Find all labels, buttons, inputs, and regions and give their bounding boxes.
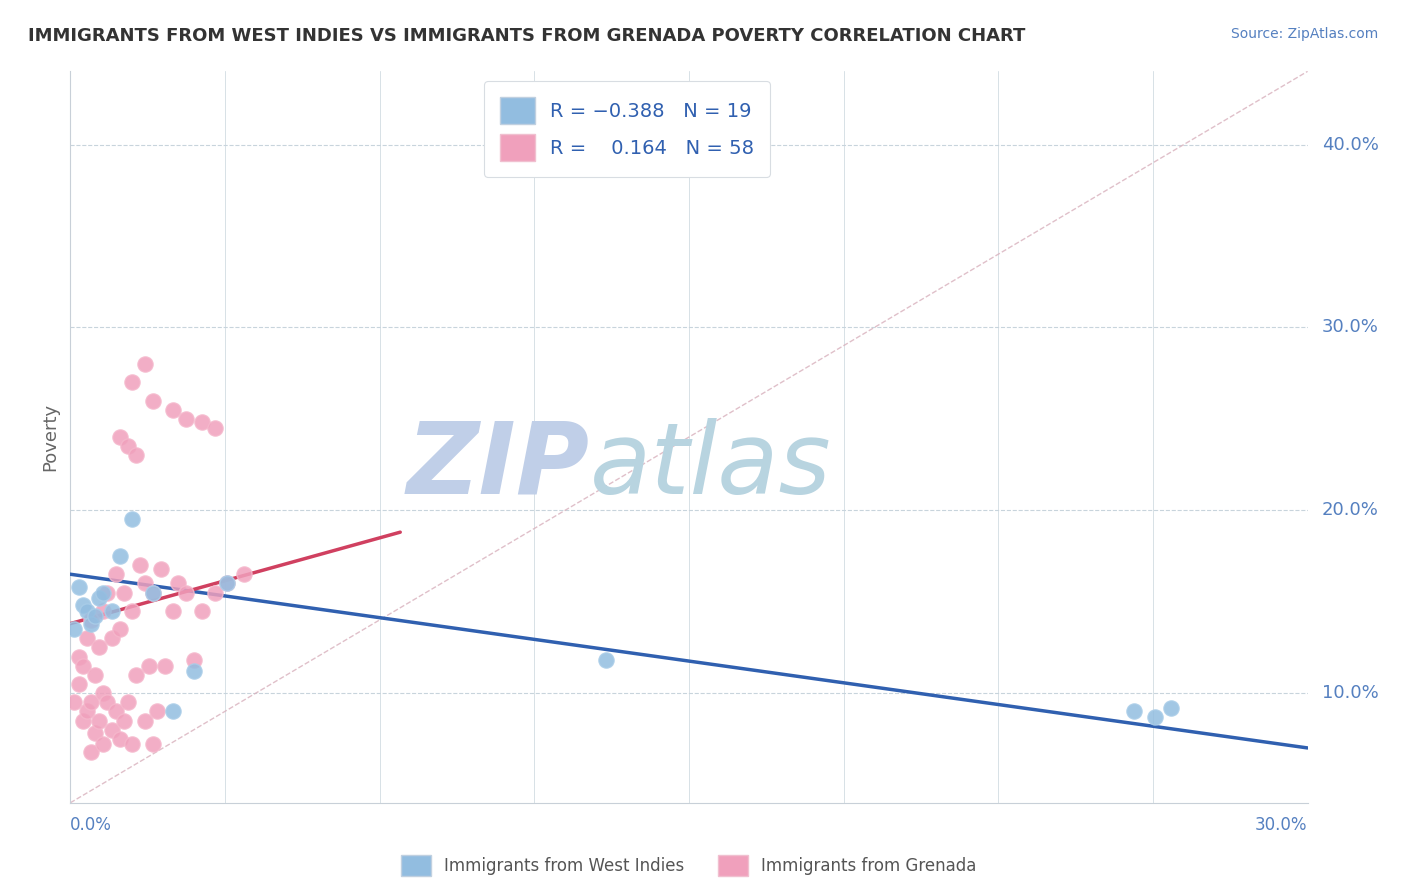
- Point: [117, 439, 139, 453]
- Point: [84, 667, 107, 681]
- Point: [134, 357, 156, 371]
- Point: [142, 393, 165, 408]
- Text: ZIP: ZIP: [406, 417, 591, 515]
- Point: [108, 430, 131, 444]
- Point: [80, 745, 103, 759]
- Point: [112, 585, 135, 599]
- Point: [100, 604, 122, 618]
- Point: [150, 562, 173, 576]
- Text: 0.0%: 0.0%: [70, 816, 112, 834]
- Point: [72, 714, 94, 728]
- Point: [191, 604, 214, 618]
- Point: [191, 416, 214, 430]
- Point: [1143, 710, 1166, 724]
- Point: [76, 632, 98, 646]
- Point: [134, 714, 156, 728]
- Point: [104, 705, 127, 719]
- Text: 40.0%: 40.0%: [1322, 136, 1378, 153]
- Point: [215, 576, 238, 591]
- Text: Source: ZipAtlas.com: Source: ZipAtlas.com: [1230, 27, 1378, 41]
- Point: [125, 667, 148, 681]
- Text: 30.0%: 30.0%: [1322, 318, 1378, 336]
- Point: [174, 585, 197, 599]
- Point: [67, 677, 90, 691]
- Point: [91, 585, 114, 599]
- Point: [204, 585, 226, 599]
- Point: [112, 714, 135, 728]
- Point: [96, 585, 118, 599]
- Point: [138, 658, 160, 673]
- Point: [162, 705, 184, 719]
- Point: [104, 567, 127, 582]
- Point: [162, 402, 184, 417]
- Point: [1160, 700, 1182, 714]
- Point: [89, 640, 111, 655]
- Point: [134, 576, 156, 591]
- Legend: Immigrants from West Indies, Immigrants from Grenada: Immigrants from West Indies, Immigrants …: [395, 848, 983, 882]
- Point: [215, 576, 238, 591]
- Point: [125, 448, 148, 462]
- Point: [1123, 705, 1146, 719]
- Point: [166, 576, 188, 591]
- Point: [91, 604, 114, 618]
- Point: [80, 616, 103, 631]
- Text: 30.0%: 30.0%: [1256, 816, 1308, 834]
- Point: [117, 695, 139, 709]
- Point: [108, 731, 131, 746]
- Point: [67, 649, 90, 664]
- Point: [67, 580, 90, 594]
- Point: [174, 412, 197, 426]
- Point: [121, 604, 143, 618]
- Point: [142, 585, 165, 599]
- Point: [108, 622, 131, 636]
- Point: [63, 695, 86, 709]
- Text: atlas: atlas: [591, 417, 831, 515]
- Point: [72, 599, 94, 613]
- Point: [121, 737, 143, 751]
- Point: [162, 604, 184, 618]
- Point: [91, 686, 114, 700]
- Point: [80, 695, 103, 709]
- Point: [142, 585, 165, 599]
- Point: [121, 512, 143, 526]
- Point: [142, 737, 165, 751]
- Text: IMMIGRANTS FROM WEST INDIES VS IMMIGRANTS FROM GRENADA POVERTY CORRELATION CHART: IMMIGRANTS FROM WEST INDIES VS IMMIGRANT…: [28, 27, 1025, 45]
- Y-axis label: Poverty: Poverty: [41, 403, 59, 471]
- Point: [84, 726, 107, 740]
- Point: [108, 549, 131, 563]
- Text: 10.0%: 10.0%: [1322, 684, 1378, 702]
- Point: [129, 558, 152, 573]
- Point: [76, 705, 98, 719]
- Point: [146, 705, 169, 719]
- Point: [100, 632, 122, 646]
- Point: [100, 723, 122, 737]
- Point: [121, 375, 143, 389]
- Point: [89, 591, 111, 605]
- Point: [72, 658, 94, 673]
- Point: [204, 421, 226, 435]
- Point: [183, 664, 205, 678]
- Point: [91, 737, 114, 751]
- Point: [76, 604, 98, 618]
- Point: [232, 567, 254, 582]
- Point: [96, 695, 118, 709]
- Point: [80, 613, 103, 627]
- Point: [153, 658, 176, 673]
- Point: [63, 622, 86, 636]
- Point: [183, 653, 205, 667]
- Point: [595, 653, 617, 667]
- Point: [84, 609, 107, 624]
- Text: 20.0%: 20.0%: [1322, 501, 1378, 519]
- Point: [89, 714, 111, 728]
